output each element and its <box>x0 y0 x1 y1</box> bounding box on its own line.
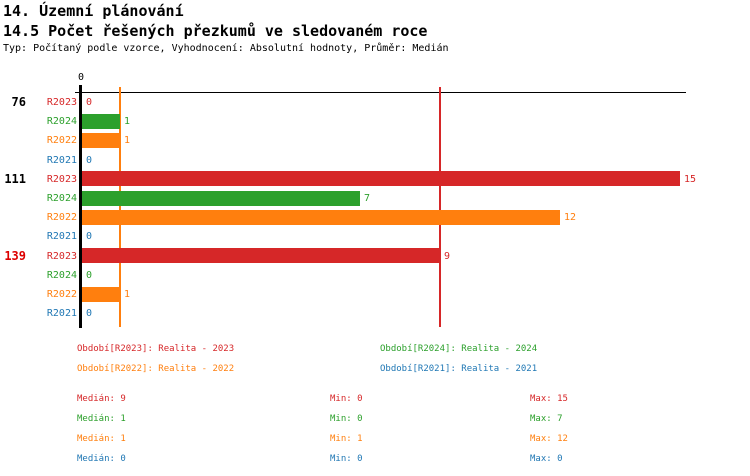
y-axis-line <box>79 85 82 328</box>
legend-item-R2023: Období[R2023]: Realita - 2023 <box>77 344 235 354</box>
stat-median-R2023: Medián: 9 <box>77 394 126 404</box>
stat-min-R2022: Min: 1 <box>330 434 363 444</box>
axis-zero-tick-label: 0 <box>77 72 85 83</box>
stat-median-R2024: Medián: 1 <box>77 414 126 424</box>
report-subtitle: Typ: Počítaný podle vzorce, Vyhodnocení:… <box>3 43 449 54</box>
bar-value-label: 0 <box>86 97 93 108</box>
bar-value-label: 0 <box>86 308 93 320</box>
report-indicator-title: 14.5 Počet řešených přezkumů ve sledovan… <box>3 22 428 40</box>
stat-min-R2021: Min: 0 <box>330 454 363 464</box>
bar-value-label: 7 <box>364 193 371 204</box>
bar-value-label: 12 <box>564 212 577 224</box>
stat-max-R2022: Max: 12 <box>530 434 568 444</box>
bar-value-label: 1 <box>124 289 131 300</box>
group-label: 76 <box>11 95 26 109</box>
legend-item-R2021: Období[R2021]: Realita - 2021 <box>380 364 538 374</box>
series-label-R2021: R2021 <box>46 308 77 320</box>
series-label-R2024: R2024 <box>46 193 77 204</box>
stat-max-R2021: Max: 0 <box>530 454 563 464</box>
x-axis-line <box>75 92 686 93</box>
stat-max-R2024: Max: 7 <box>530 414 563 424</box>
bar-R2024 <box>82 190 360 206</box>
bar-value-label: 1 <box>124 116 131 128</box>
series-label-R2022: R2022 <box>46 212 77 224</box>
bar-value-label: 0 <box>86 231 93 243</box>
bar-R2023 <box>82 248 440 264</box>
group-label: 139 <box>4 248 26 263</box>
stat-median-R2022: Medián: 1 <box>77 434 126 444</box>
series-label-R2022: R2022 <box>46 289 77 300</box>
bar-value-label: 0 <box>86 154 93 166</box>
series-label-R2023: R2023 <box>46 97 77 108</box>
series-label-R2024: R2024 <box>46 116 77 128</box>
bar-R2022 <box>82 286 120 302</box>
bar-value-label: 9 <box>444 250 451 262</box>
bar-R2022 <box>82 209 560 225</box>
series-label-R2023: R2023 <box>46 250 77 262</box>
median-line-R2022 <box>119 87 121 327</box>
median-line-R2023 <box>439 87 441 327</box>
stat-min-R2023: Min: 0 <box>330 394 363 404</box>
series-label-R2021: R2021 <box>46 154 77 166</box>
legend-item-R2024: Období[R2024]: Realita - 2024 <box>380 344 538 354</box>
series-label-R2022: R2022 <box>46 135 77 147</box>
bar-R2023 <box>82 171 680 187</box>
bar-R2022 <box>82 132 120 148</box>
stat-max-R2023: Max: 15 <box>530 394 568 404</box>
bar-value-label: 0 <box>86 269 93 281</box>
bar-value-label: 1 <box>124 135 131 147</box>
stat-median-R2021: Medián: 0 <box>77 454 126 464</box>
stat-min-R2024: Min: 0 <box>330 414 363 424</box>
group-label: 111 <box>4 171 26 186</box>
series-label-R2023: R2023 <box>46 173 77 185</box>
bar-value-label: 15 <box>684 173 697 185</box>
legend-item-R2022: Období[R2022]: Realita - 2022 <box>77 364 235 374</box>
series-label-R2021: R2021 <box>46 231 77 243</box>
series-label-R2024: R2024 <box>46 269 77 281</box>
report-section-title: 14. Územní plánování <box>3 2 184 20</box>
bar-R2024 <box>82 113 120 129</box>
